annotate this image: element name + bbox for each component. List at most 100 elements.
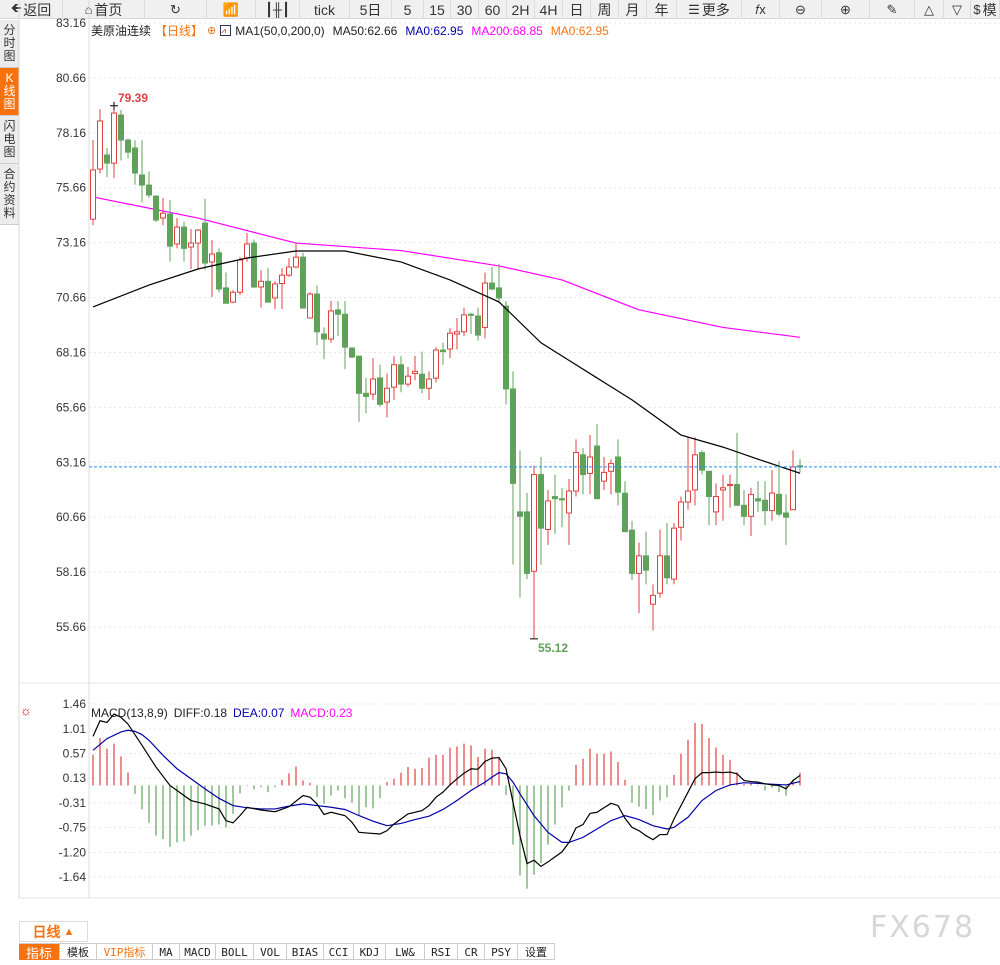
- ma-indicator-label[interactable]: MA1(50,0,200,0): [235, 23, 325, 38]
- view-sidebar: 分时图 K线图 闪电图 合约资料: [0, 20, 19, 225]
- indicator-tabs: 指标 模板 VIP指标 MA MACD BOLL VOL BIAS CCI KDJ LW& RSI CR…: [19, 943, 555, 961]
- candle: [734, 432, 740, 506]
- candle: [384, 373, 390, 418]
- toolbar-button-label: 30: [456, 1, 473, 18]
- candle-body: [405, 375, 411, 385]
- chart-canvas[interactable]: 83.16 80.66 78.16 75.66 73.16 70.66 68.16 65.66…: [0, 0, 1000, 900]
- sidebar-tab-flash[interactable]: 闪电图: [0, 116, 19, 164]
- toolbar-button-line-chart[interactable]: 📶: [207, 0, 256, 19]
- candle-body: [167, 213, 173, 247]
- indicator-chart-icon[interactable]: ⩘: [220, 25, 232, 36]
- macd-settings-icon[interactable]: ☼: [20, 703, 32, 718]
- toolbar-button-首页[interactable]: ⌂ 首页: [63, 0, 145, 19]
- macd-title: MACD(13,8,9): [91, 706, 168, 720]
- toolbar-button-日[interactable]: 日: [563, 0, 591, 19]
- period-selector[interactable]: 日线 ▲: [19, 921, 88, 942]
- candle: [174, 218, 180, 249]
- candle: [720, 474, 726, 521]
- sidebar-tab-contract-info[interactable]: 合约资料: [0, 164, 19, 225]
- toolbar-button-triangle-up[interactable]: △: [915, 0, 944, 19]
- candle-body: [272, 283, 278, 299]
- toolbar-button-refresh[interactable]: ↻: [145, 0, 207, 19]
- candle-body: [643, 555, 649, 571]
- indicator-tab-1[interactable]: 模板: [60, 944, 97, 960]
- candle: [342, 301, 348, 370]
- indicator-tab-4[interactable]: MACD: [180, 944, 216, 960]
- ma50-value: MA50:62.66: [332, 23, 398, 38]
- toolbar-button-pen[interactable]: ✎: [870, 0, 915, 19]
- price-tick-label: 65.66: [56, 400, 86, 414]
- candle: [160, 197, 166, 226]
- triangle-up-icon: △: [924, 1, 934, 17]
- price-tick-label: 60.66: [56, 510, 86, 524]
- toolbar-button-返回[interactable]: 🡸 返回: [0, 0, 63, 19]
- candle: [293, 243, 299, 269]
- sidebar-tab-timeshare[interactable]: 分时图: [0, 20, 19, 68]
- toolbar-button-2H[interactable]: 2H: [507, 0, 535, 19]
- zoom-in-icon: ⊕: [840, 1, 851, 17]
- indicator-tab-12[interactable]: CR: [458, 944, 485, 960]
- indicator-tab-5[interactable]: BOLL: [216, 944, 254, 960]
- toolbar-button-triangle-down[interactable]: ▽: [944, 0, 971, 19]
- candle: [769, 470, 775, 521]
- candle-body: [230, 291, 236, 303]
- candle: [531, 465, 537, 639]
- toolbar-button-更多[interactable]: ☰ 更多: [677, 0, 742, 19]
- toolbar-button-周[interactable]: 周: [591, 0, 619, 19]
- candle: [755, 481, 761, 512]
- toolbar-button-zoom-out[interactable]: ⊖: [780, 0, 822, 19]
- indicator-tab-10[interactable]: LW&: [386, 944, 425, 960]
- candle-body: [517, 511, 523, 517]
- candle-body: [573, 452, 579, 492]
- candle-body: [608, 463, 614, 472]
- toolbar-button-月[interactable]: 月: [619, 0, 647, 19]
- sidebar-tab-kline[interactable]: K线图: [0, 68, 19, 116]
- indicator-tab-6[interactable]: VOL: [254, 944, 287, 960]
- toolbar-button-60[interactable]: 60: [479, 0, 507, 19]
- indicator-tab-8[interactable]: CCI: [324, 944, 354, 960]
- indicator-tab-7[interactable]: BIAS: [287, 944, 324, 960]
- candle-body: [342, 313, 348, 348]
- candle: [286, 258, 292, 277]
- candle: [622, 481, 628, 533]
- indicator-tab-2[interactable]: VIP指标: [97, 944, 153, 960]
- price-tick-label: 75.66: [56, 181, 86, 195]
- indicator-tab-3[interactable]: MA: [153, 944, 180, 960]
- toolbar-button-candlestick[interactable]: ┃╫┃: [256, 0, 300, 19]
- candle-body: [587, 456, 593, 474]
- candle-body: [321, 333, 327, 340]
- candle: [167, 200, 173, 262]
- indicator-tab-9[interactable]: KDJ: [354, 944, 386, 960]
- candle: [132, 140, 138, 185]
- indicator-tab-14[interactable]: 设置: [518, 944, 555, 960]
- toolbar-button-15[interactable]: 15: [424, 0, 451, 19]
- toolbar-button-fx[interactable]: 𝑓x: [742, 0, 780, 19]
- candle-body: [559, 498, 565, 501]
- indicator-tab-13[interactable]: PSY: [485, 944, 518, 960]
- toolbar-button-5[interactable]: 5: [392, 0, 424, 19]
- candle: [468, 312, 474, 335]
- candle: [741, 489, 747, 526]
- candle: [426, 371, 432, 400]
- candle: [671, 522, 677, 585]
- toolbar-button-4H[interactable]: 4H: [535, 0, 563, 19]
- candle: [356, 355, 362, 422]
- low-price-label: 55.12: [538, 641, 568, 655]
- candle-body: [202, 222, 208, 264]
- toolbar-button-tick[interactable]: tick: [300, 0, 350, 19]
- candle-body: [293, 256, 299, 268]
- candle-body: [783, 512, 789, 518]
- candle: [713, 483, 719, 526]
- toolbar-button-5日[interactable]: 5日: [350, 0, 392, 19]
- toolbar-button-zoom-in[interactable]: ⊕: [822, 0, 870, 19]
- candle-body: [755, 498, 761, 502]
- candle: [727, 474, 733, 508]
- candle-body: [97, 120, 103, 170]
- toolbar-button-年[interactable]: 年: [647, 0, 677, 19]
- toolbar-button-30[interactable]: 30: [451, 0, 479, 19]
- candle: [615, 439, 621, 506]
- candle: [692, 437, 698, 506]
- settings-circle-icon[interactable]: ⊕: [207, 25, 217, 37]
- indicator-tab-0[interactable]: 指标: [19, 944, 60, 961]
- indicator-tab-11[interactable]: RSI: [425, 944, 458, 960]
